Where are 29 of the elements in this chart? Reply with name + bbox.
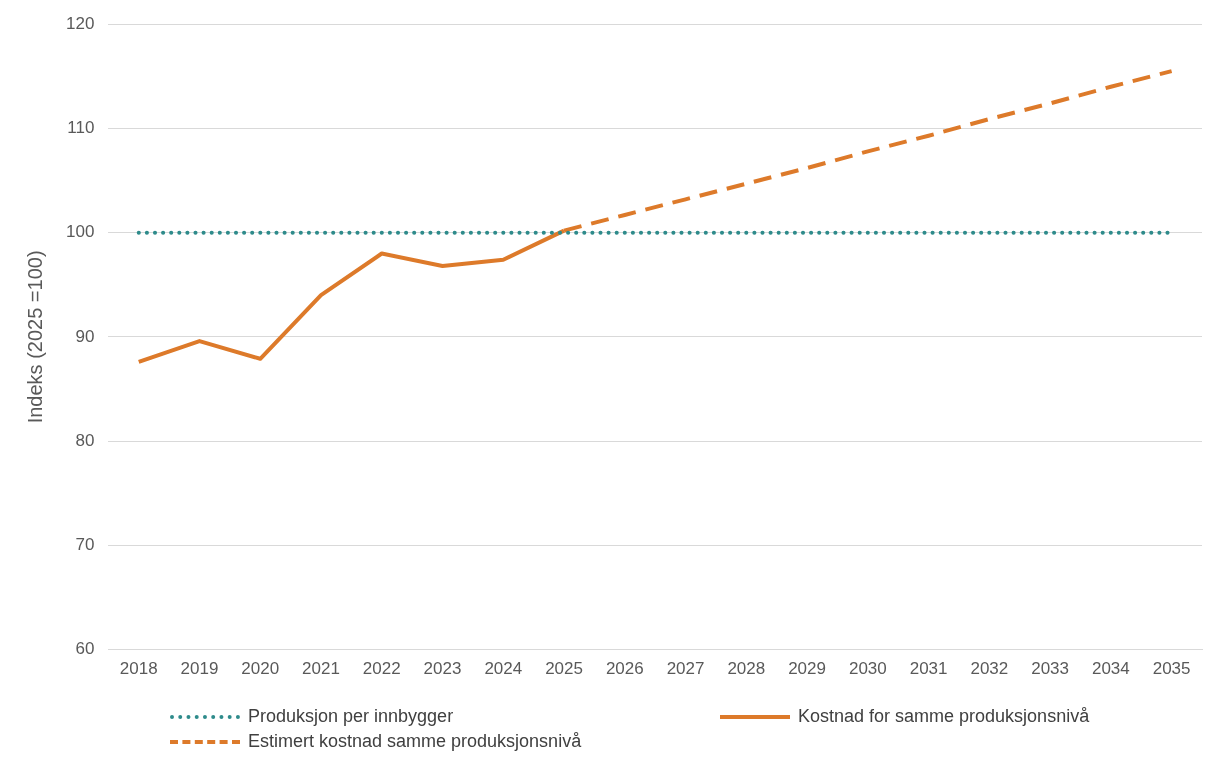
y-axis-title: Indeks (2025 =100) (23, 250, 46, 424)
x-tick-label: 2018 (119, 659, 158, 679)
y-tick-label: 60 (75, 639, 95, 659)
x-tick-label: 2029 (788, 659, 826, 679)
y-tick-label: 100 (65, 222, 95, 242)
x-tick-label: 2025 (545, 659, 583, 679)
x-tick-label: 2021 (302, 659, 340, 679)
x-tick-label: 2020 (241, 659, 280, 679)
y-tick-label: 110 (67, 118, 95, 138)
legend-label: Produksjon per innbygger (248, 706, 454, 727)
x-tick-label: 2027 (666, 659, 705, 679)
x-tick-label: 2028 (727, 659, 766, 679)
x-tick-label: 2026 (605, 659, 644, 679)
x-tick-label: 2022 (362, 659, 401, 679)
legend-label: Estimert kostnad samme produksjonsnivå (248, 731, 582, 752)
x-tick-label: 2031 (909, 659, 948, 679)
y-tick-label: 120 (65, 13, 95, 33)
y-tick-label: 80 (75, 430, 95, 450)
legend-label: Kostnad for samme produksjonsnivå (798, 706, 1090, 727)
x-tick-label: 2032 (970, 659, 1009, 679)
y-tick-label: 70 (75, 535, 95, 555)
x-tick-label: 2023 (423, 659, 462, 679)
x-tick-label: 2024 (484, 659, 523, 679)
x-tick-label: 2033 (1031, 659, 1070, 679)
x-tick-label: 2035 (1152, 659, 1191, 679)
x-tick-label: 2034 (1091, 659, 1130, 679)
x-tick-label: 2030 (848, 659, 887, 679)
x-tick-label: 2019 (180, 659, 219, 679)
y-tick-label: 90 (75, 326, 95, 346)
